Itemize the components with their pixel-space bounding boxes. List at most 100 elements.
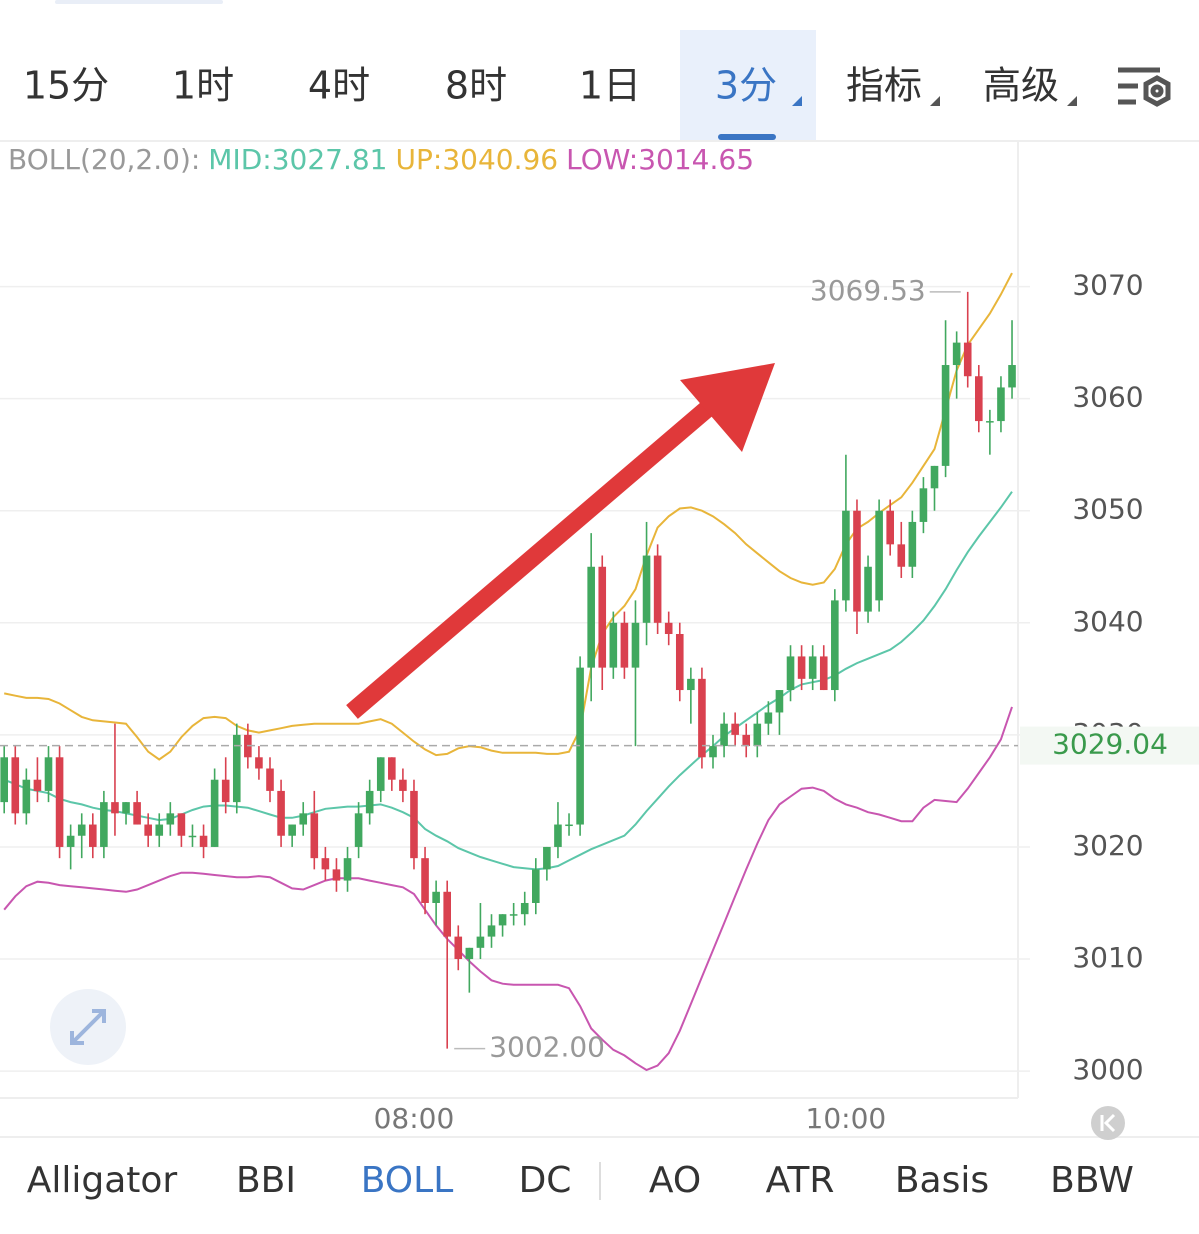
indicator-tab[interactable]: DC (519, 1160, 572, 1201)
legend-entry: MID:3027.81 (208, 143, 387, 176)
candle-body (532, 869, 540, 903)
candle-body (432, 891, 440, 903)
candle-body (565, 824, 573, 827)
indicator-legend: BOLL(20,2.0): MID:3027.81 UP:3040.96 LOW:30… (8, 143, 754, 176)
candle-body (598, 566, 607, 668)
candle-body (842, 510, 850, 601)
legend-entry: UP:3040.96 (396, 143, 559, 176)
boll-line (3, 491, 1013, 871)
candle-body (897, 544, 906, 567)
candle-body (509, 914, 518, 916)
expand-button[interactable] (50, 989, 126, 1065)
last-price-label: 3029.04 (1052, 728, 1168, 761)
candle-body (520, 902, 529, 915)
candle-body (89, 824, 97, 847)
candle-body (144, 824, 152, 836)
y-tick-label: 3040 (1072, 605, 1143, 638)
y-tick-label: 3070 (1072, 269, 1143, 302)
time-tab[interactable]: 高级 (983, 64, 1059, 108)
candle-body (975, 376, 983, 422)
candle-body (410, 790, 418, 859)
scroll-glyph (1100, 1113, 1116, 1133)
dropdown-caret (1067, 96, 1077, 106)
time-tab[interactable]: 3分 (715, 64, 777, 108)
candle-body (753, 723, 762, 747)
indicator-tab[interactable]: Basis (895, 1160, 989, 1201)
arrow-shaft (346, 395, 721, 719)
candle-body (255, 757, 263, 769)
candle-body (476, 936, 485, 948)
candle-body (742, 734, 751, 747)
high-label: 3069.53 (810, 274, 926, 307)
candle-body (354, 813, 363, 847)
candle-body (941, 365, 950, 466)
candle-body (33, 779, 42, 791)
boll-line (3, 706, 1013, 1072)
candle-body (908, 521, 917, 567)
candle-body (997, 387, 1005, 422)
indicator-name: BOLL(20,2.0): (8, 143, 200, 176)
candle-body (66, 835, 75, 847)
time-tab[interactable]: 4时 (308, 64, 370, 108)
time-tab[interactable]: 1日 (579, 64, 641, 108)
candle-body (188, 835, 197, 838)
candle-body (210, 779, 219, 847)
boll-bands (3, 272, 1013, 1072)
y-tick-label: 3050 (1072, 493, 1143, 526)
candle-body (421, 858, 429, 903)
candle-body (687, 678, 695, 691)
indicator-tab[interactable]: ATR (766, 1160, 835, 1201)
top-fragment (55, 0, 223, 4)
candle-body (177, 813, 186, 836)
candle-body (454, 936, 463, 960)
indicator-tab[interactable]: AO (649, 1160, 701, 1201)
settings-icon[interactable] (1118, 67, 1171, 107)
candle-body (664, 622, 673, 635)
boll-line (3, 272, 1013, 761)
time-tab[interactable]: 8时 (445, 64, 507, 108)
expand-glyph (70, 1009, 106, 1045)
candle-body (952, 342, 961, 366)
candle-body (199, 835, 208, 847)
candle-body (1008, 365, 1016, 388)
candle-body (166, 813, 175, 825)
low-label: 3002.00 (489, 1031, 605, 1064)
last-price-box (1020, 726, 1199, 765)
candle-body (875, 510, 883, 601)
candle-body (543, 846, 551, 870)
y-tick-label: 3020 (1072, 829, 1143, 862)
active-tab-bg (680, 30, 816, 140)
candle-body (288, 824, 296, 836)
indicator-tab[interactable]: BBI (236, 1160, 296, 1201)
candle-body (620, 622, 629, 668)
time-tab[interactable]: 指标 (846, 64, 922, 108)
candle-body (299, 813, 308, 825)
candle-body (388, 757, 396, 780)
y-tick-label: 3060 (1072, 381, 1143, 414)
candle-body (786, 656, 795, 691)
candle-body (111, 802, 119, 814)
candle-body (498, 914, 507, 926)
candle-body (332, 869, 341, 881)
candle-body (609, 622, 618, 668)
candle-body (122, 802, 130, 814)
scroll-start-button[interactable] (1091, 1106, 1125, 1140)
overlay: 3069.53 3002.00 3029.04 (0, 274, 1199, 1064)
time-tab[interactable]: 1时 (172, 64, 234, 108)
indicator-tab[interactable]: Alligator (27, 1160, 178, 1201)
time-tab[interactable]: 15分 (23, 64, 109, 108)
candle-body (343, 858, 352, 881)
candle-body (321, 858, 330, 870)
indicator-tab[interactable]: BOLL (361, 1160, 454, 1201)
candle-body (277, 790, 285, 836)
candle-body (853, 510, 861, 612)
candle-body (797, 656, 806, 679)
candle-body (443, 891, 451, 937)
candle-body (487, 925, 496, 937)
candle-body (22, 779, 31, 814)
candle-body (365, 790, 374, 814)
active-tab-underline (718, 134, 776, 140)
candle-body (886, 510, 894, 545)
indicator-tab[interactable]: BBW (1050, 1160, 1134, 1201)
